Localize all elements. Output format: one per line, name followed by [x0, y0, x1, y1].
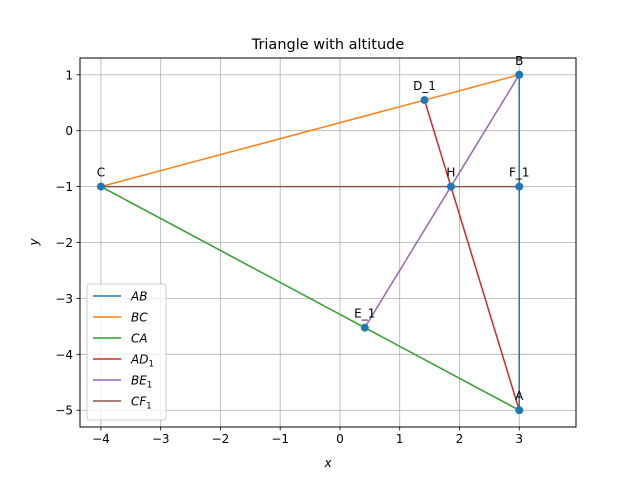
- x-tick-label: −4: [92, 432, 110, 446]
- point-marker-d1: [420, 96, 429, 105]
- y-tick-label: −2: [55, 236, 73, 250]
- x-ticks: −4 −3 −2 −1 0 1 2 3: [92, 427, 523, 446]
- series-line-be1: [364, 74, 520, 329]
- legend-label: AB: [130, 290, 147, 304]
- point-marker-h: [446, 182, 455, 191]
- series-line-ad1: [423, 99, 520, 411]
- legend-label-subscript: 1: [146, 402, 151, 412]
- legend-label: BC: [131, 311, 148, 325]
- point-label-h: H: [446, 166, 455, 180]
- y-tick-label: −3: [55, 292, 73, 306]
- point-marker-b: [515, 70, 524, 79]
- x-tick-label: −3: [152, 432, 170, 446]
- point-marker-f1: [515, 182, 524, 191]
- legend-label-subscript: 1: [148, 360, 153, 370]
- legend-label: AD1: [130, 353, 154, 370]
- legend-label-subscript: 1: [147, 381, 152, 391]
- legend-label: CA: [131, 332, 148, 346]
- x-tick-label: −1: [271, 432, 289, 446]
- y-tick-label: 0: [65, 124, 73, 138]
- point-label-a: A: [515, 389, 524, 403]
- x-axis-label: x: [323, 456, 332, 470]
- point-label-c: C: [97, 166, 105, 180]
- point-label-d1: D_1: [413, 79, 436, 93]
- y-tick-label: −4: [55, 348, 73, 362]
- point-marker-a: [515, 406, 524, 415]
- point-label-b: B: [515, 54, 523, 68]
- series-line-ca: [100, 185, 520, 411]
- series-line-bc: [100, 74, 520, 188]
- x-tick-label: 3: [515, 432, 523, 446]
- x-tick-label: 2: [456, 432, 464, 446]
- y-axis-label: y: [27, 238, 41, 247]
- point-marker-c: [96, 182, 105, 191]
- y-tick-label: 1: [65, 68, 73, 82]
- point-label-e1: E_1: [354, 307, 375, 321]
- x-tick-label: 1: [396, 432, 404, 446]
- y-tick-label: −1: [55, 180, 73, 194]
- point-marker-e1: [360, 323, 369, 332]
- y-ticks: −5 −4 −3 −2 −1 0 1: [55, 68, 80, 418]
- point-markers: [96, 70, 524, 415]
- x-tick-label: 0: [336, 432, 344, 446]
- series-lines: [100, 74, 520, 411]
- point-label-f1: F_1: [509, 166, 530, 180]
- y-tick-label: −5: [55, 404, 73, 418]
- legend-box: [86, 283, 167, 421]
- chart-title: Triangle with altitude: [251, 37, 405, 53]
- x-tick-label: −2: [212, 432, 230, 446]
